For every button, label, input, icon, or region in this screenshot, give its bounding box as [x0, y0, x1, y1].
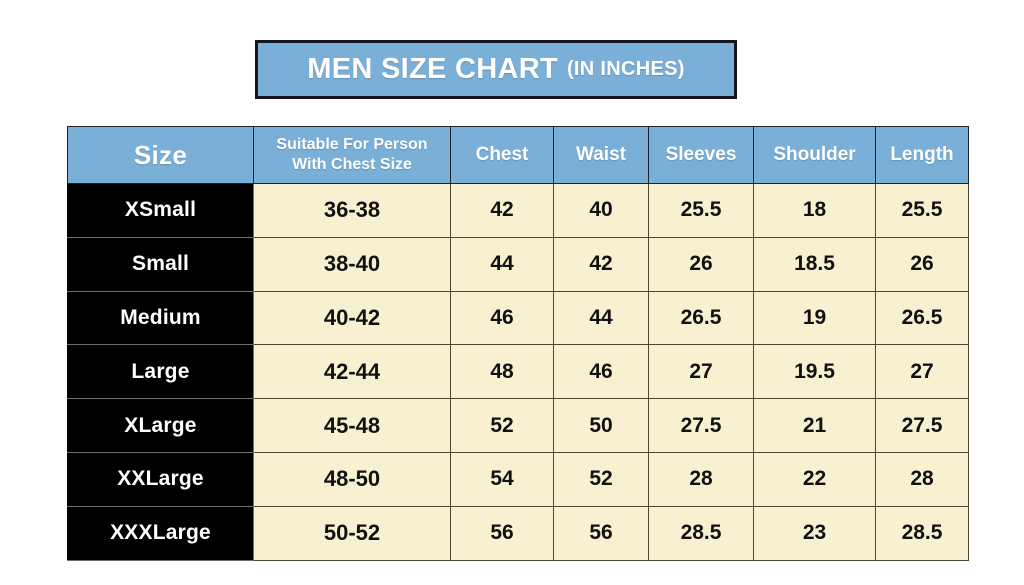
- cell-length: 27: [875, 344, 969, 400]
- cell-size: XLarge: [67, 398, 254, 453]
- cell-length: 27.5: [875, 398, 969, 453]
- cell-sleeves: 27: [648, 344, 754, 400]
- cell-suitable: 48-50: [253, 451, 451, 507]
- column-header-shoulder: Shoulder: [753, 126, 876, 184]
- table-header: Size Suitable For Person With Chest Size…: [67, 126, 969, 184]
- cell-shoulder: 19: [753, 290, 876, 346]
- cell-waist: 50: [553, 398, 649, 453]
- cell-suitable: 36-38: [253, 183, 451, 238]
- cell-waist: 52: [553, 451, 649, 507]
- table-header-row: Size Suitable For Person With Chest Size…: [67, 126, 969, 184]
- cell-waist: 46: [553, 344, 649, 400]
- cell-shoulder: 18: [753, 183, 876, 238]
- cell-sleeves: 27.5: [648, 398, 754, 453]
- cell-chest: 52: [450, 398, 554, 453]
- chart-title-banner: MEN SIZE CHART (IN INCHES): [255, 40, 737, 99]
- cell-chest: 48: [450, 344, 554, 400]
- column-header-sleeves: Sleeves: [648, 126, 754, 184]
- column-header-chest: Chest: [450, 126, 554, 184]
- table-row: Large 42-44 48 46 27 19.5 27: [67, 344, 969, 400]
- cell-waist: 44: [553, 290, 649, 346]
- table-row: Small 38-40 44 42 26 18.5 26: [67, 236, 969, 292]
- cell-suitable: 45-48: [253, 398, 451, 453]
- cell-sleeves: 28: [648, 451, 754, 507]
- cell-sleeves: 26: [648, 236, 754, 292]
- cell-shoulder: 23: [753, 505, 876, 561]
- cell-shoulder: 22: [753, 451, 876, 507]
- cell-size: XXLarge: [67, 451, 254, 507]
- cell-size: Large: [67, 344, 254, 400]
- size-chart-table: Size Suitable For Person With Chest Size…: [67, 126, 969, 561]
- column-header-suitable-line2: With Chest Size: [292, 156, 412, 173]
- cell-sleeves: 28.5: [648, 505, 754, 561]
- cell-length: 26: [875, 236, 969, 292]
- cell-length: 25.5: [875, 183, 969, 238]
- cell-waist: 42: [553, 236, 649, 292]
- cell-sleeves: 25.5: [648, 183, 754, 238]
- cell-sleeves: 26.5: [648, 290, 754, 346]
- cell-length: 26.5: [875, 290, 969, 346]
- cell-suitable: 40-42: [253, 290, 451, 346]
- cell-shoulder: 19.5: [753, 344, 876, 400]
- column-header-size: Size: [67, 126, 254, 184]
- cell-waist: 56: [553, 505, 649, 561]
- cell-size: Medium: [67, 290, 254, 346]
- cell-size: XSmall: [67, 183, 254, 238]
- column-header-waist: Waist: [553, 126, 649, 184]
- cell-shoulder: 18.5: [753, 236, 876, 292]
- table-row: XXXLarge 50-52 56 56 28.5 23 28.5: [67, 505, 969, 561]
- cell-shoulder: 21: [753, 398, 876, 453]
- cell-waist: 40: [553, 183, 649, 238]
- chart-title-units: (IN INCHES): [566, 58, 685, 80]
- table-body: XSmall 36-38 42 40 25.5 18 25.5 Small 38…: [67, 183, 969, 561]
- cell-chest: 46: [450, 290, 554, 346]
- column-header-suitable-for-person: Suitable For Person With Chest Size: [253, 126, 451, 184]
- cell-length: 28: [875, 451, 969, 507]
- table-row: XXLarge 48-50 54 52 28 22 28: [67, 451, 969, 507]
- cell-length: 28.5: [875, 505, 969, 561]
- cell-chest: 56: [450, 505, 554, 561]
- cell-chest: 44: [450, 236, 554, 292]
- cell-chest: 54: [450, 451, 554, 507]
- size-chart-table-container: Size Suitable For Person With Chest Size…: [67, 126, 969, 561]
- cell-chest: 42: [450, 183, 554, 238]
- cell-size: XXXLarge: [67, 505, 254, 561]
- column-header-suitable-line1: Suitable For Person: [276, 136, 428, 154]
- cell-suitable: 50-52: [253, 505, 451, 561]
- chart-title-main: MEN SIZE CHART: [307, 53, 558, 85]
- cell-suitable: 42-44: [253, 344, 451, 400]
- table-row: XSmall 36-38 42 40 25.5 18 25.5: [67, 183, 969, 238]
- cell-size: Small: [67, 236, 254, 292]
- column-header-length: Length: [875, 126, 969, 184]
- table-row: Medium 40-42 46 44 26.5 19 26.5: [67, 290, 969, 346]
- table-row: XLarge 45-48 52 50 27.5 21 27.5: [67, 398, 969, 453]
- cell-suitable: 38-40: [253, 236, 451, 292]
